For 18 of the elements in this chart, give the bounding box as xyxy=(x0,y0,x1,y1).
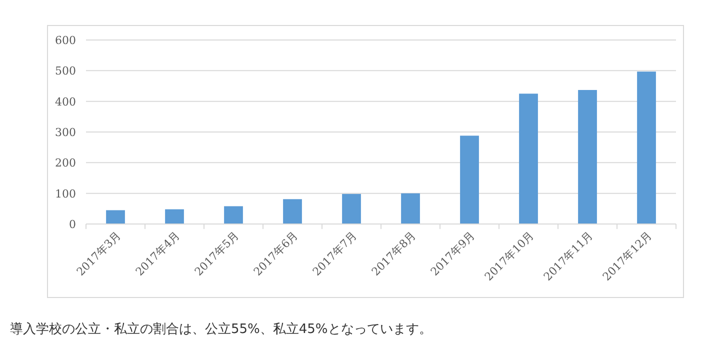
bar xyxy=(519,94,538,224)
bar xyxy=(342,194,361,224)
y-tick-label: 100 xyxy=(55,187,76,200)
y-tick-label: 400 xyxy=(55,95,76,108)
bar xyxy=(578,90,597,224)
y-tick-label: 600 xyxy=(55,34,76,47)
y-tick-label: 500 xyxy=(55,64,76,78)
bar xyxy=(283,199,302,224)
y-tick-label: 200 xyxy=(55,156,76,170)
bar xyxy=(106,210,125,224)
bar xyxy=(460,136,479,224)
bar xyxy=(165,209,184,224)
bar xyxy=(637,72,656,224)
text: 導入学校の公立・私立の割合は、公立55%、私立45%となっています。 xyxy=(10,321,432,337)
bar xyxy=(224,206,243,224)
bar xyxy=(401,193,420,224)
y-tick-label: 0 xyxy=(69,218,76,231)
y-tick-label: 300 xyxy=(55,126,76,139)
